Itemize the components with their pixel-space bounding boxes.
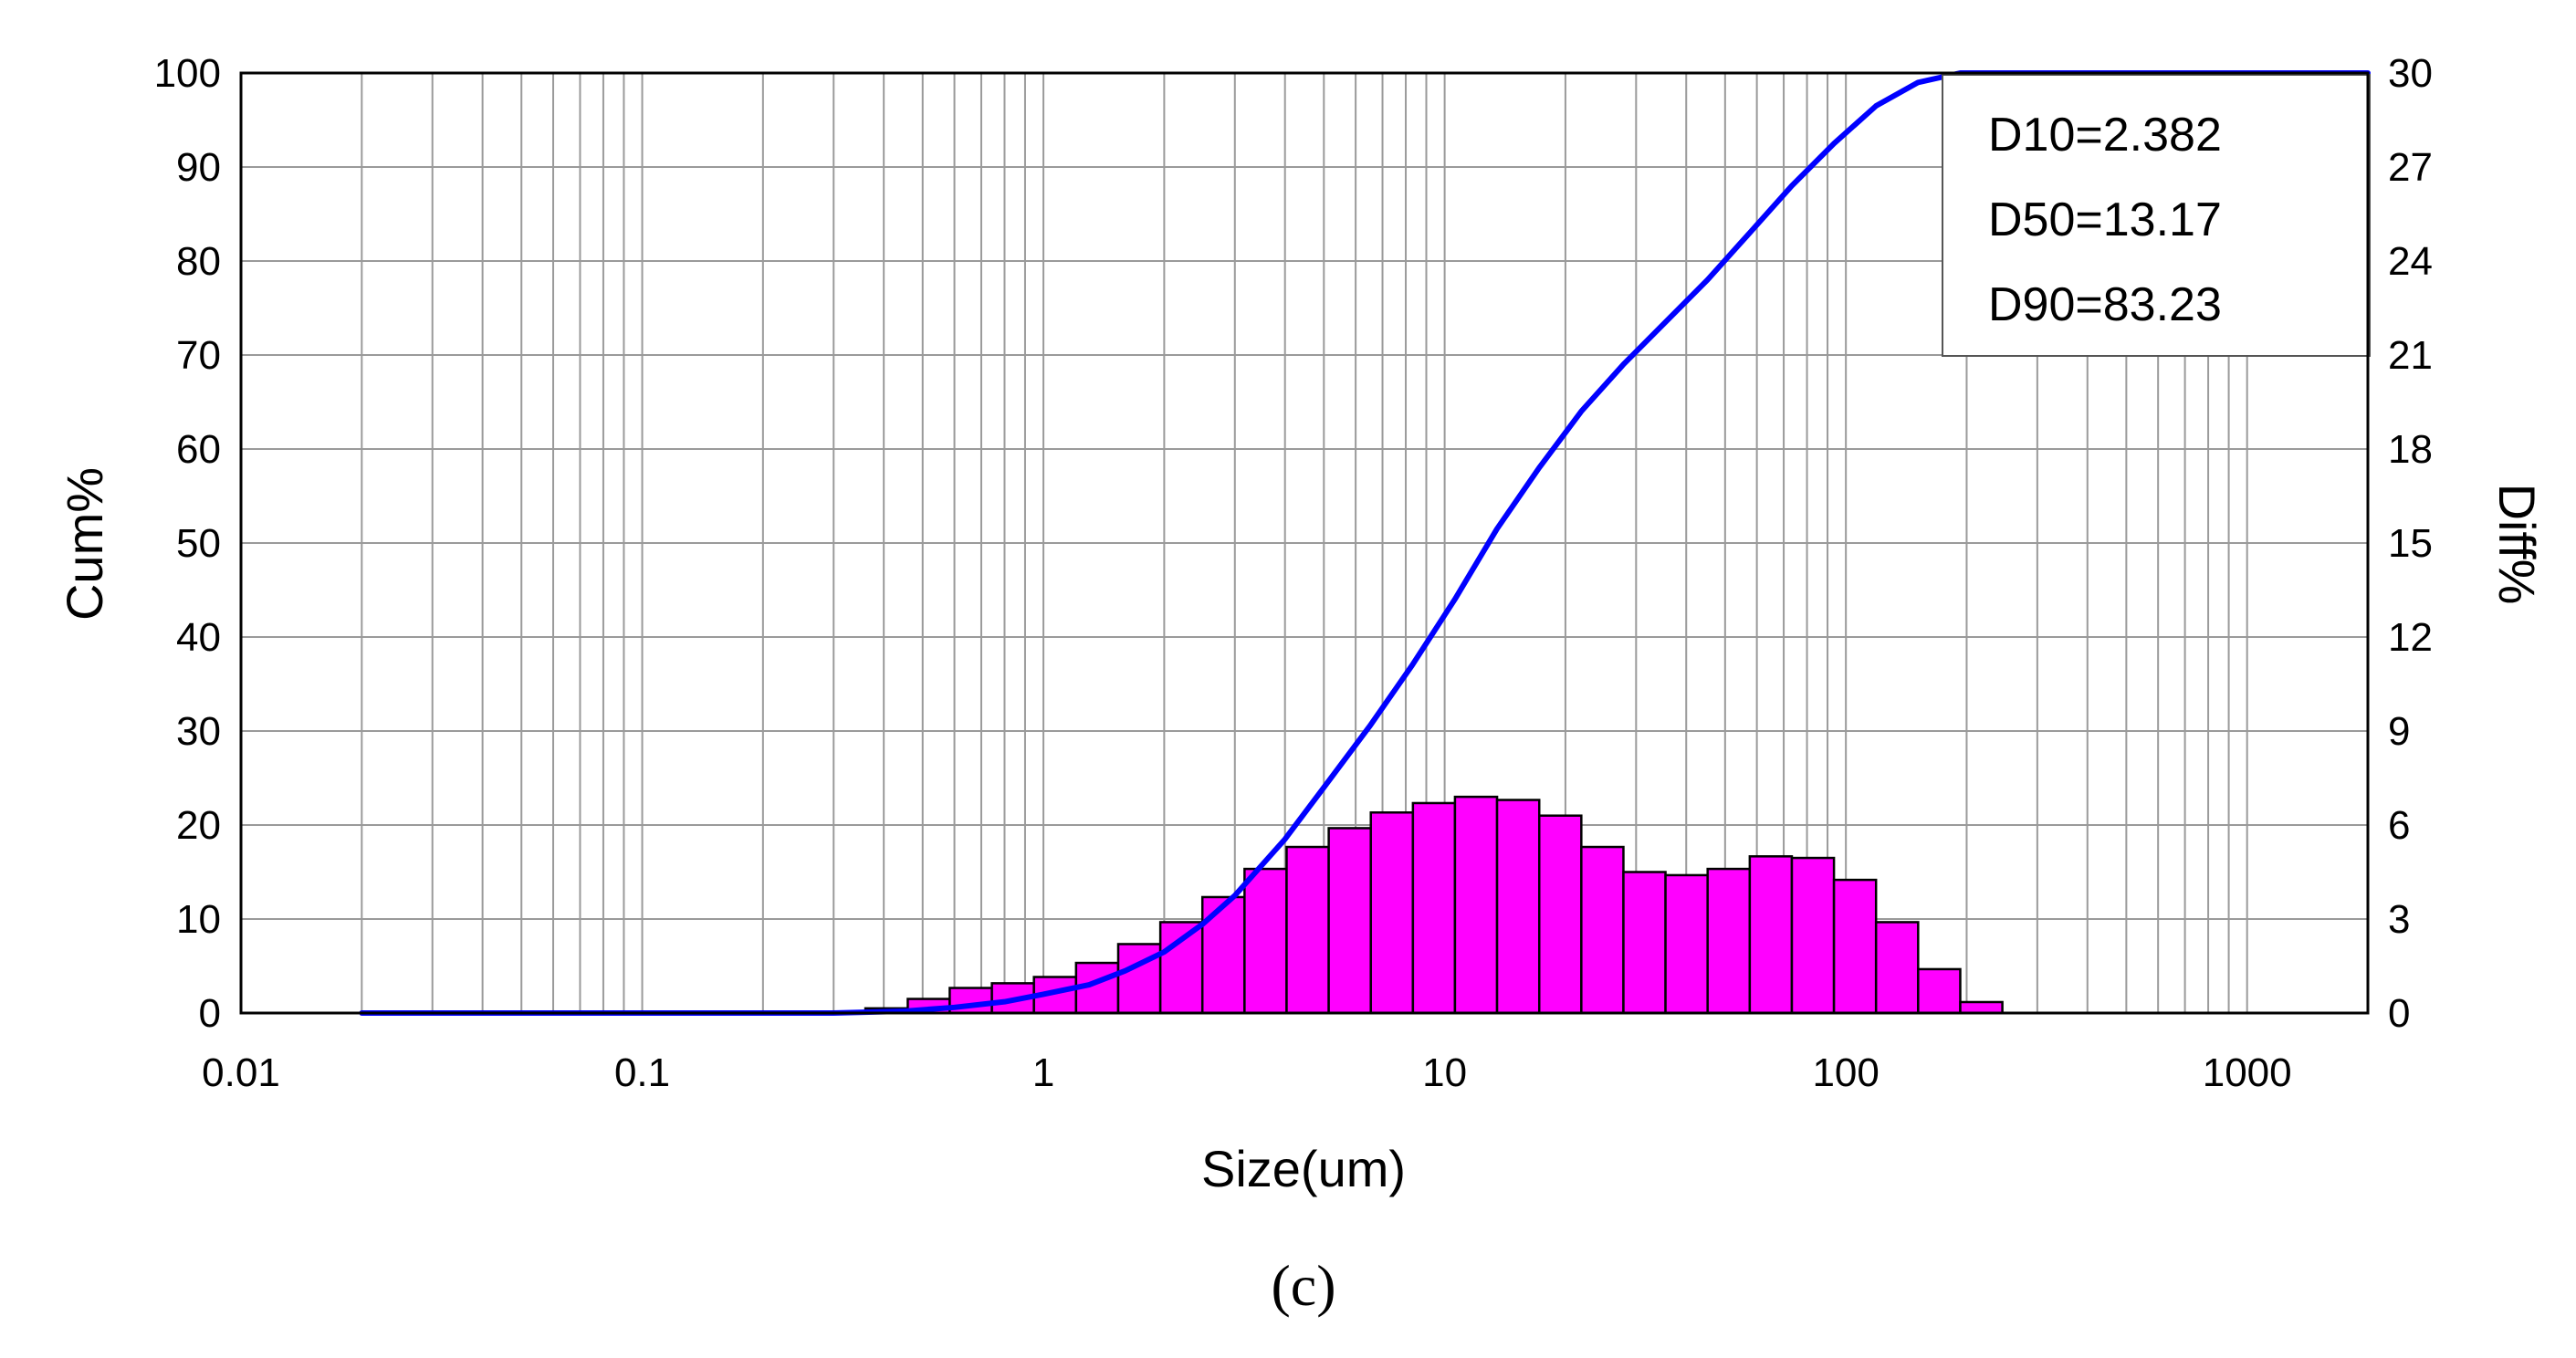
diff-bar [1874, 921, 1920, 1015]
diff-bar [1790, 856, 1836, 1015]
y-tick-label: 70 [176, 333, 221, 378]
diff-bar [1200, 895, 1246, 1015]
y2-tick-label: 6 [2388, 803, 2410, 848]
diff-bar [1622, 871, 1667, 1015]
y2-tick-label: 21 [2388, 333, 2433, 378]
x-tick-label: 1 [1032, 1050, 1054, 1095]
diff-bar [1706, 867, 1752, 1015]
y-tick-label: 100 [154, 51, 221, 96]
stats-d50: D50=13.17 [1988, 193, 2222, 246]
y2-tick-label: 24 [2388, 239, 2433, 284]
y-tick-label: 20 [176, 803, 221, 848]
diff-bar [1327, 827, 1372, 1015]
x-tick-label: 10 [1422, 1050, 1467, 1095]
diff-bar [1959, 1000, 2004, 1015]
diff-bar [1917, 967, 1962, 1015]
y-tick-label: 90 [176, 145, 221, 190]
x-tick-label: 1000 [2203, 1050, 2292, 1095]
diff-bar [1832, 878, 1878, 1015]
stats-box: D10=2.382 D50=13.17 D90=83.23 [1942, 74, 2371, 357]
y2-tick-label: 0 [2388, 991, 2410, 1036]
tick-labels: 0.01 0.1 1 10 100 100001020304050607080901000… [154, 51, 2433, 1095]
diff-bar [1411, 801, 1457, 1015]
x-axis-title: Size(um) [1201, 1140, 1406, 1197]
stats-box-frame [1942, 74, 2371, 357]
diff-bar [1537, 814, 1583, 1015]
x-tick-label: 0.1 [614, 1050, 670, 1095]
panel-label: (c) [1271, 1253, 1335, 1318]
plot-frame [239, 71, 2370, 1015]
y2-tick-label: 27 [2388, 145, 2433, 190]
y2-axis-title: Diff% [2488, 484, 2546, 605]
cumulative-curve [359, 70, 2371, 1016]
y-tick-label: 30 [176, 709, 221, 754]
diff-bar [1369, 811, 1415, 1015]
diff-bar [1453, 795, 1499, 1015]
diff-bar [1285, 845, 1330, 1015]
diff-bar [1243, 867, 1288, 1015]
diff-bar [1580, 845, 1625, 1015]
y-tick-label: 0 [199, 991, 221, 1036]
y-tick-label: 40 [176, 615, 221, 660]
x-tick-label: 100 [1812, 1050, 1879, 1095]
diff-bars [864, 795, 2004, 1015]
stats-d10: D10=2.382 [1988, 109, 2222, 162]
diff-bar [1664, 873, 1709, 1015]
x-tick-label: 0.01 [202, 1050, 280, 1095]
diff-bar [1495, 799, 1541, 1015]
y2-tick-label: 18 [2388, 427, 2433, 472]
y-axis-title: Cum% [56, 467, 113, 621]
y-tick-label: 80 [176, 239, 221, 284]
y-tick-label: 50 [176, 521, 221, 566]
diff-bar [1748, 855, 1794, 1015]
y2-tick-label: 30 [2388, 51, 2433, 96]
y-tick-label: 10 [176, 897, 221, 942]
y-tick-label: 60 [176, 427, 221, 472]
y2-tick-label: 12 [2388, 615, 2433, 660]
y2-tick-label: 9 [2388, 709, 2410, 754]
stats-d90: D90=83.23 [1988, 278, 2222, 331]
y2-tick-label: 15 [2388, 521, 2433, 566]
y2-tick-label: 3 [2388, 897, 2410, 942]
diff-bar [1158, 921, 1204, 1015]
